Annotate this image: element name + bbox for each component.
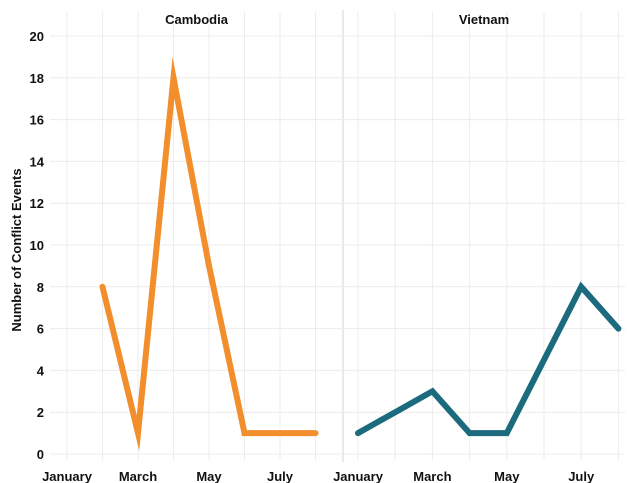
facet-title-cambodia: Cambodia (165, 12, 229, 27)
y-axis-label: Number of Conflict Events (9, 168, 24, 331)
facet-title-vietnam: Vietnam (459, 12, 509, 27)
y-tick-label: 4 (37, 363, 45, 378)
y-tick-label: 6 (37, 322, 44, 337)
x-tick-label: May (196, 469, 222, 483)
y-tick-label: 8 (37, 280, 44, 295)
y-tick-label: 12 (30, 196, 44, 211)
x-tick-label: July (267, 469, 294, 483)
y-tick-label: 16 (30, 113, 44, 128)
series-line-vietnam (355, 281, 622, 437)
x-tick-label: March (413, 469, 451, 483)
y-tick-label: 20 (30, 29, 44, 44)
series-line-cambodia (99, 56, 319, 451)
x-tick-label: March (119, 469, 157, 483)
y-tick-label: 14 (30, 154, 45, 169)
y-tick-label: 18 (30, 71, 44, 86)
y-tick-label: 0 (37, 447, 44, 462)
x-tick-label: January (333, 469, 384, 483)
y-tick-label: 10 (30, 238, 44, 253)
y-tick-label: 2 (37, 405, 44, 420)
x-tick-label: May (494, 469, 520, 483)
x-tick-label: January (42, 469, 93, 483)
x-tick-label: July (568, 469, 595, 483)
